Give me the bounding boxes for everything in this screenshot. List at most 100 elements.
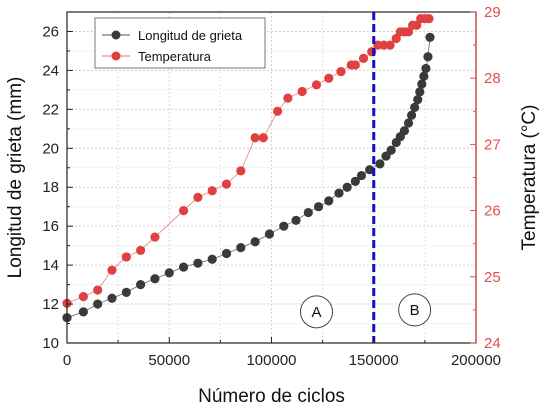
y-tick-label: 18 <box>42 179 59 196</box>
crack-length-point <box>423 52 433 62</box>
crack-length-point <box>236 242 246 253</box>
x-tick-label: 0 <box>63 352 71 369</box>
temperature-point <box>221 179 232 189</box>
crack-length-point <box>375 159 385 169</box>
y2-tick-label: 28 <box>484 70 501 87</box>
y2-tick-label: 24 <box>484 335 501 352</box>
temperature-point <box>350 60 360 70</box>
crack-length-point <box>264 229 275 239</box>
y2-tick-label: 26 <box>484 203 501 220</box>
crack-length-point <box>413 95 423 105</box>
crack-length-point <box>425 32 435 42</box>
y-tick-label: 16 <box>42 218 59 235</box>
legend-box <box>94 17 266 69</box>
region-circle <box>398 293 432 327</box>
crack-length-point <box>399 126 410 136</box>
temperature-point <box>193 192 203 202</box>
x-tick-label: 100000 <box>246 352 296 369</box>
y-tick-label: 14 <box>42 257 59 274</box>
temperature-point <box>207 186 217 196</box>
crack-length-point <box>313 202 324 212</box>
y2-tick-label: 27 <box>484 136 501 153</box>
temperature-point <box>391 33 401 44</box>
y-tick-label: 12 <box>42 296 59 313</box>
crack-length-point <box>150 274 160 284</box>
crack-length-point <box>136 279 146 290</box>
legend-marker-crack <box>111 30 121 40</box>
temperature-point <box>385 40 395 50</box>
crack-length-point <box>78 307 88 317</box>
series-line-0 <box>66 37 431 319</box>
crack-length-point <box>93 299 103 309</box>
temperature-point <box>93 285 103 295</box>
temperature-point <box>236 166 246 176</box>
region-label: A <box>311 304 321 321</box>
crack-length-point <box>107 293 117 303</box>
y-tick-label: 20 <box>42 140 59 157</box>
temperature-point <box>273 106 283 116</box>
temperature-point <box>283 93 293 103</box>
temperature-point <box>297 86 307 97</box>
y2-axis-title: Temperatura (°C) <box>519 105 540 251</box>
crack-length-point <box>193 258 203 268</box>
crack-length-point <box>324 196 334 206</box>
crack-length-point <box>342 182 352 192</box>
crack-length-point <box>356 170 367 181</box>
temperature-point <box>258 133 268 143</box>
temperature-point <box>150 232 160 242</box>
temperature-point <box>336 66 346 77</box>
crack-length-point <box>250 237 260 247</box>
y-tick-label: 22 <box>42 101 59 118</box>
temperature-point <box>358 53 369 63</box>
crack-length-point <box>350 176 360 186</box>
temperature-point <box>250 133 260 143</box>
crack-length-point <box>415 87 425 97</box>
y-axis-title: Longitud de grieta (mm) <box>5 77 26 279</box>
temperature-point <box>412 20 422 30</box>
x-tick-label: 200000 <box>451 352 501 369</box>
crack-length-point <box>207 254 217 264</box>
axis-ticks: 0 50000 100000 150000 200000 10 12 14 16 18 20 22 24… <box>42 4 501 369</box>
y-tick-label: 10 <box>42 335 59 352</box>
crack-length-point <box>410 102 420 113</box>
temperature-point <box>424 14 434 24</box>
temperature-point <box>78 292 88 302</box>
y2-tick-label: 29 <box>484 4 501 21</box>
temperature-point <box>403 27 414 37</box>
y-tick-label: 24 <box>42 62 59 79</box>
crack-length-point <box>406 110 417 120</box>
series-layer <box>62 14 435 323</box>
legend: Longitud de grieta Temperatura <box>94 17 266 69</box>
crack-length-point <box>386 145 396 155</box>
crack-length-point <box>164 268 174 278</box>
crack-length-point <box>279 221 289 231</box>
temperature-point <box>136 245 146 255</box>
legend-label-temperature: Temperatura <box>138 49 212 64</box>
region-circle <box>299 295 333 329</box>
crack-length-point <box>419 71 429 81</box>
crack-length-point <box>403 118 414 128</box>
x-tick-label: 150000 <box>349 352 399 369</box>
crack-length-point <box>303 207 313 218</box>
x-axis-title: Número de ciclos <box>198 386 345 407</box>
y2-tick-label: 25 <box>484 269 501 286</box>
crack-length-point <box>291 215 301 225</box>
temperature-point <box>311 80 322 90</box>
crack-length-point <box>417 79 427 89</box>
temperature-point <box>107 265 117 275</box>
y-tick-label: 26 <box>42 23 59 40</box>
crack-length-point <box>178 262 189 272</box>
x-tick-label: 50000 <box>148 352 190 369</box>
region-label: B <box>410 302 420 319</box>
crack-length-point <box>365 165 375 175</box>
crack-length-point <box>121 287 131 297</box>
legend-marker-temperature <box>111 51 121 61</box>
temperature-point <box>178 206 189 216</box>
crack-length-point <box>421 63 431 74</box>
crack-length-point <box>334 188 344 198</box>
temperature-point <box>324 73 334 83</box>
temperature-point <box>121 252 131 262</box>
crack-length-point <box>221 248 232 259</box>
